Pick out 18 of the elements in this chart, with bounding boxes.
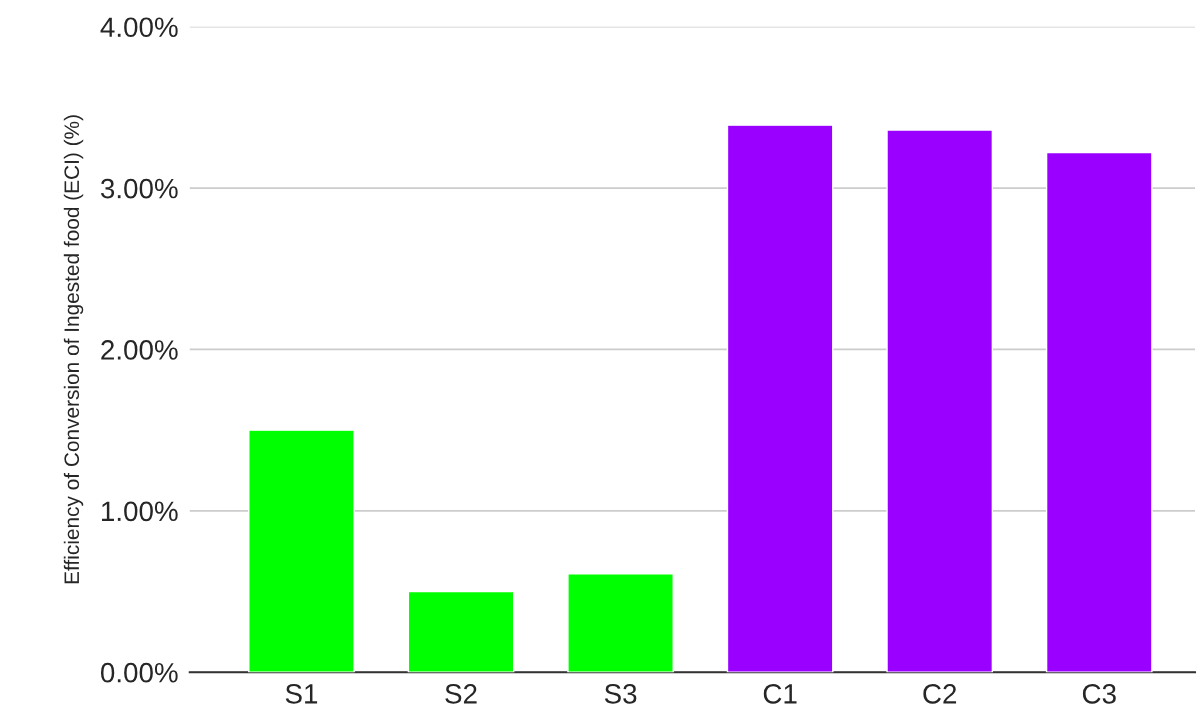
y-tick-label: 1.00% (102, 501, 178, 522)
x-tick-label: C1 (763, 684, 797, 704)
y-axis-title: Efficiency of Conversion of Ingested food (ECI) (%) (63, 115, 84, 584)
bar (248, 429, 355, 673)
bar (726, 124, 834, 673)
x-tick-label: S2 (445, 684, 477, 704)
bar (567, 573, 674, 673)
x-tick-label: S1 (285, 684, 318, 704)
x-tick-label: C3 (1082, 684, 1116, 704)
y-tick-label: 0.00% (100, 662, 178, 683)
y-tick-label: 3.00% (100, 178, 178, 199)
x-tick-label: C2 (923, 684, 957, 704)
bar (1045, 151, 1153, 673)
bar (886, 129, 994, 673)
y-tick-label: 4.00% (100, 17, 178, 38)
x-tick-label: S3 (604, 684, 637, 704)
y-tick-label: 2.00% (101, 340, 178, 360)
bar (407, 590, 515, 673)
